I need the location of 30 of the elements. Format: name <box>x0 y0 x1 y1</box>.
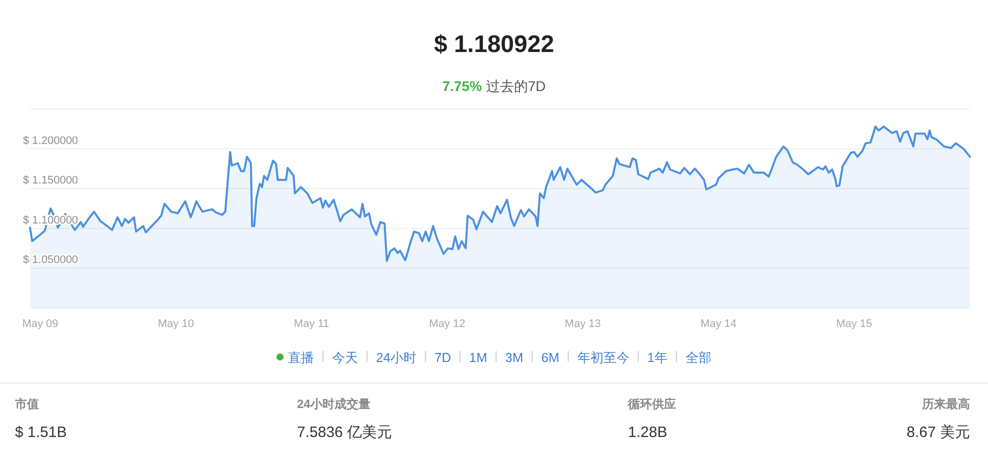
text: 6M <box>541 350 560 365</box>
text: 1年 <box>647 350 668 365</box>
text: 全部 <box>686 350 712 365</box>
text: 市值 <box>14 397 39 411</box>
text: 8.67 美元 <box>906 424 970 441</box>
text: 24小时成交量 <box>297 397 370 411</box>
text: 1M <box>469 350 488 365</box>
x-tick-label: May 12 <box>429 318 466 330</box>
x-tick-label: May 13 <box>564 318 601 330</box>
chart-title: $ 1.180922 <box>434 31 554 58</box>
text: 3M <box>505 350 524 365</box>
text: 直播 <box>288 350 314 365</box>
x-tick-label: May 15 <box>836 318 872 330</box>
text: $ 1.51B <box>15 424 67 441</box>
y-tick-label: $ 1.150000 <box>23 174 78 187</box>
x-tick-label: May 10 <box>158 318 194 330</box>
y-tick-label: $ 1.200000 <box>23 134 78 147</box>
text: 年初至今 <box>577 350 630 365</box>
x-tick-label: May 09 <box>22 318 58 330</box>
text: 今天 <box>332 350 358 365</box>
y-tick-label: $ 1.050000 <box>23 254 78 266</box>
text: 1.28B <box>628 424 668 441</box>
chart-subtitle: 7.75% 过去的7D <box>442 78 546 94</box>
x-tick-label: May 14 <box>700 318 737 330</box>
text: 7.5836 亿美元 <box>297 424 392 441</box>
text: 24小时 <box>376 350 416 365</box>
text: 7D <box>434 350 452 365</box>
x-tick-label: May 11 <box>294 318 330 330</box>
text: 循环供应 <box>627 397 676 411</box>
text: 历来最高 <box>921 397 970 411</box>
